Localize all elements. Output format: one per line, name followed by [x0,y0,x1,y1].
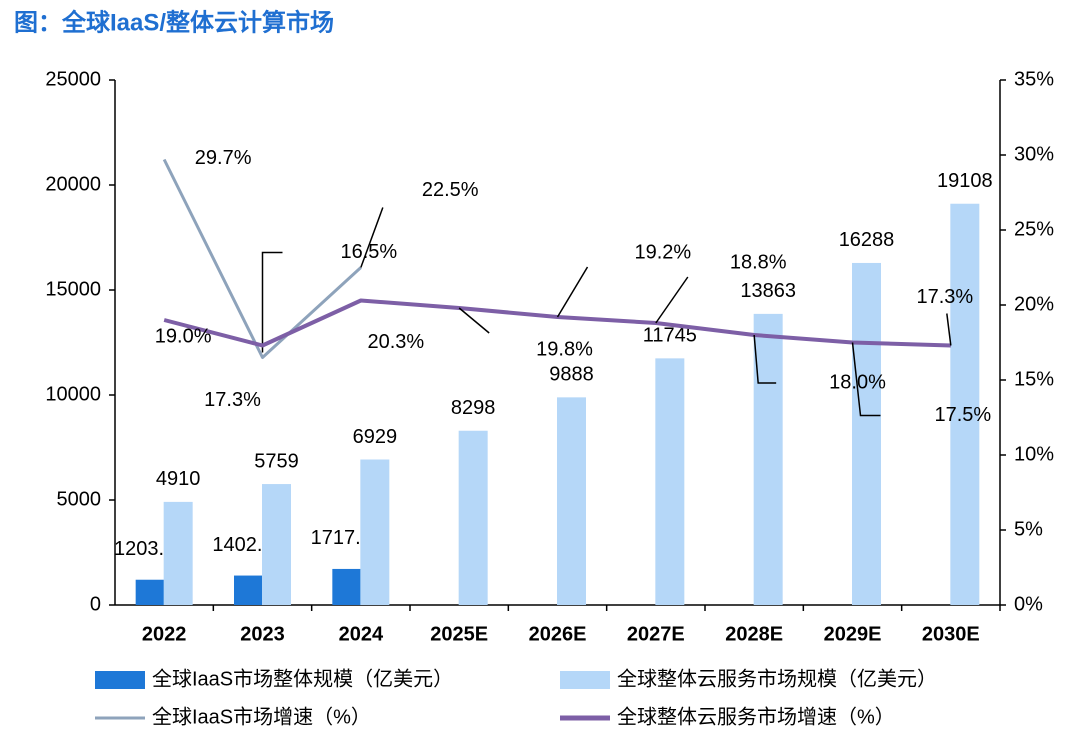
bar-value-label: 19108 [937,170,993,192]
bar-value-label: 11745 [643,325,697,347]
bar [458,430,488,605]
legend-label: 全球整体云服务市场规模（亿美元） [617,667,937,690]
legend-swatch [95,671,145,689]
line-value-label: 19.2% [635,241,692,263]
legend-swatch [560,671,610,689]
leader-line [360,207,384,268]
y-tick-label: 0 [90,593,101,615]
bar-value-label: 16288 [839,229,895,251]
line-value-label: 18.0% [829,371,886,393]
y-tick-label: 15000 [45,278,101,300]
growth-line [162,158,362,359]
y2-tick-label: 35% [1014,68,1054,90]
legend-label: 全球IaaS市场整体规模（亿美元） [152,667,453,690]
y-tick-label: 20000 [45,173,101,195]
leader-line [458,307,490,334]
x-tick-label: 2022 [142,623,187,645]
x-tick-label: 2028E [725,623,783,645]
y2-tick-label: 10% [1014,443,1054,465]
legend-label: 全球IaaS市场增速（%） [152,705,371,728]
bar-value-label: 8298 [451,397,496,419]
bar-value-label: 9888 [549,364,594,386]
bar [557,397,586,605]
y2-tick-label: 30% [1014,143,1054,165]
line-value-label: 18.8% [730,251,787,273]
bar [234,575,263,605]
leader-line [946,313,952,346]
bar [360,459,390,605]
line-value-label: 19.0% [155,325,212,347]
bar-value-label: 13863 [740,280,796,302]
y2-tick-label: 5% [1014,518,1043,540]
bar [163,501,193,605]
bar [262,484,291,605]
line-value-label: 22.5% [422,179,479,201]
x-tick-label: 2026E [529,623,587,645]
leader-line [556,266,589,318]
y-tick-label: 25000 [45,68,101,90]
bar-value-label: 6929 [353,426,398,448]
x-tick-label: 2025E [430,623,488,645]
bar [753,313,783,605]
bar [332,568,362,605]
y2-tick-label: 20% [1014,293,1054,315]
line-value-label: 19.8% [536,338,593,360]
leader-line [655,276,689,324]
x-tick-label: 2023 [240,623,285,645]
y2-tick-label: 15% [1014,368,1054,390]
y-tick-label: 5000 [57,488,102,510]
bar [950,203,980,605]
line-value-label: 17.5% [935,404,992,426]
y2-tick-label: 0% [1014,593,1043,615]
leader-line [851,342,881,417]
y2-tick-label: 25% [1014,218,1054,240]
bar-value-label: 5759 [254,450,299,472]
line-value-label: 16.5% [341,241,398,263]
bar [655,358,685,605]
leader-line [261,251,283,353]
bar [135,579,165,605]
leader-line [753,334,777,384]
chart-title: 图：全球IaaS/整体云计算市场 [14,8,334,36]
line-value-label: 17.3% [916,286,973,308]
bar [852,262,881,605]
line-value-label: 29.7% [195,147,252,169]
line-value-label: 20.3% [367,331,424,353]
x-tick-label: 2024 [339,623,384,645]
x-tick-label: 2027E [627,623,685,645]
x-tick-label: 2029E [824,623,882,645]
x-tick-label: 2030E [922,623,980,645]
bar-value-label: 4910 [156,468,201,490]
y-tick-label: 10000 [45,383,101,405]
line-value-label: 17.3% [204,389,261,411]
legend-label: 全球整体云服务市场增速（%） [617,705,895,728]
